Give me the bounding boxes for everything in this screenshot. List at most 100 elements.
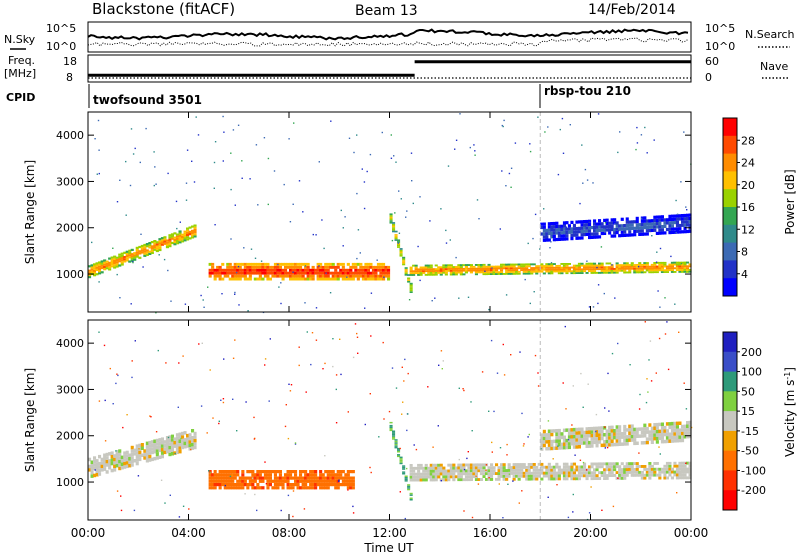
power-band-1-cell — [253, 271, 257, 275]
velocity-scatter-point — [223, 358, 225, 360]
power-band-4-cell — [600, 222, 604, 226]
power-band-4-cell — [635, 223, 639, 227]
velocity-scatter-point — [595, 413, 598, 416]
velocity-band-1-cell — [253, 473, 257, 477]
velocity-band-3-cell — [577, 471, 581, 475]
power-band-3-cell — [565, 270, 569, 273]
power-band-3-cell — [683, 265, 687, 268]
power-band-4-cell — [613, 234, 617, 238]
velocity-band-0-cell — [138, 443, 142, 448]
power-band-1-cell — [344, 274, 348, 278]
power-band-1-cell — [261, 265, 265, 269]
velocity-band-3-cell — [497, 477, 501, 481]
power-band-3-cell — [605, 268, 609, 270]
power-scatter-point — [273, 170, 276, 172]
velocity-band-0-cell — [110, 458, 114, 462]
power-band-3-cell — [562, 270, 566, 273]
velocity-band-4-cell — [643, 423, 647, 428]
power-band-1-cell — [286, 271, 290, 275]
power-band-3-cell — [459, 271, 463, 274]
power-band-3-cell — [638, 271, 642, 274]
power-band-4-cell — [552, 228, 556, 232]
power-scatter-point — [551, 235, 553, 237]
velocity-scatter-point — [232, 357, 235, 359]
power-band-3-cell — [593, 271, 597, 274]
velocity-band-1-cell — [286, 470, 290, 474]
velocity-band-0-cell — [133, 459, 137, 463]
power-band-1-cell — [241, 274, 245, 278]
power-band-3-cell — [575, 268, 579, 271]
velocity-scatter-point — [590, 486, 592, 488]
power-band-3-cell — [537, 267, 541, 269]
power-scatter-point — [635, 148, 637, 151]
power-band-0-cell — [158, 240, 162, 243]
velocity-band-4-cell — [560, 432, 564, 436]
power-band-0-cell — [173, 243, 177, 246]
power-band-3-cell — [673, 263, 677, 266]
power-band-1-cell — [226, 274, 230, 278]
velocity-band-3-cell — [412, 469, 416, 473]
power-band-0-cell — [170, 235, 174, 238]
velocity-band-4-cell — [645, 437, 649, 441]
power-band-2-cell — [409, 287, 413, 290]
power-band-4-cell — [560, 237, 564, 241]
power-band-3-cell — [593, 264, 597, 267]
velocity-scatter-point — [306, 331, 308, 333]
power-band-3-cell — [557, 264, 561, 267]
power-band-3-cell — [515, 272, 519, 275]
velocity-band-3-cell — [535, 465, 539, 469]
velocity-band-4-cell — [588, 427, 592, 431]
velocity-band-4-cell — [660, 422, 664, 426]
power-ytick-label: 1000 — [56, 268, 84, 281]
velocity-band-0-cell — [175, 436, 179, 441]
power-band-4-cell — [681, 214, 685, 218]
power-band-0-cell — [193, 235, 197, 238]
power-band-3-cell — [422, 270, 426, 273]
power-band-1-cell — [306, 277, 310, 281]
power-band-4-cell — [681, 223, 685, 227]
velocity-band-1-cell — [241, 476, 245, 480]
power-band-4-cell — [603, 231, 607, 235]
velocity-band-1-cell — [268, 473, 272, 477]
velocity-scatter-point — [406, 429, 408, 432]
velocity-scatter-point — [122, 426, 124, 429]
power-band-1-cell — [324, 277, 328, 281]
velocity-band-0-cell — [158, 441, 162, 446]
velocity-scatter-point — [335, 422, 338, 424]
velocity-scatter-point — [232, 398, 234, 400]
power-band-3-cell — [525, 267, 529, 270]
velocity-band-1-cell — [311, 486, 315, 490]
velocity-band-4-cell — [658, 429, 662, 434]
velocity-scatter-point — [564, 325, 566, 328]
velocity-band-3-cell — [552, 474, 556, 478]
power-band-3-cell — [681, 270, 685, 273]
power-band-4-cell — [673, 230, 677, 234]
velocity-band-3-cell — [583, 471, 587, 475]
velocity-scatter-point — [466, 457, 468, 460]
velocity-band-3-cell — [542, 465, 546, 469]
power-band-4-cell — [635, 229, 639, 233]
velocity-band-4-cell — [645, 440, 649, 445]
power-scatter-point — [348, 137, 351, 139]
velocity-scatter-point — [506, 454, 508, 456]
power-band-1-cell — [376, 277, 380, 281]
power-band-3-cell — [562, 264, 566, 267]
power-band-3-cell — [663, 271, 667, 273]
velocity-band-1-cell — [248, 479, 252, 483]
velocity-band-3-cell — [547, 474, 551, 478]
velocity-band-3-cell — [618, 476, 622, 480]
power-band-3-cell — [550, 272, 554, 275]
velocity-band-1-cell — [251, 483, 255, 487]
power-band-0-cell — [145, 243, 149, 246]
power-band-3-cell — [577, 268, 581, 271]
power-band-3-cell — [643, 262, 647, 264]
velocity-band-1-cell — [346, 479, 350, 483]
power-scatter-point — [604, 222, 607, 224]
velocity-scatter-point — [638, 408, 641, 410]
power-scatter-point — [222, 160, 224, 162]
velocity-band-3-cell — [457, 466, 461, 470]
power-band-1-cell — [329, 265, 333, 269]
velocity-scatter-point — [488, 410, 490, 412]
velocity-band-1-cell — [223, 486, 227, 490]
power-band-3-cell — [655, 269, 659, 272]
